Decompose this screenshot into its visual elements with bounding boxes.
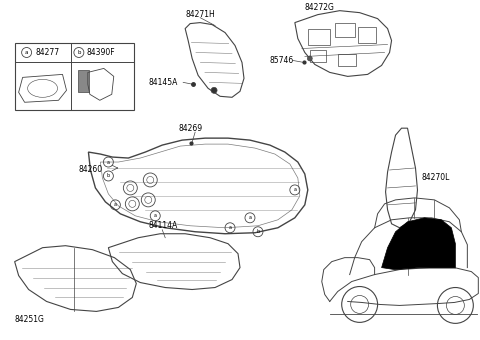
Text: a: a <box>107 159 110 165</box>
Text: b: b <box>256 229 260 234</box>
Bar <box>310 51 326 63</box>
Text: 84269: 84269 <box>178 124 202 133</box>
Text: a: a <box>25 50 28 55</box>
Text: 85746: 85746 <box>270 56 294 65</box>
Bar <box>308 29 330 45</box>
Bar <box>358 27 376 42</box>
Text: 84114A: 84114A <box>148 221 178 230</box>
Text: 84390F: 84390F <box>87 48 116 57</box>
Text: 84271H: 84271H <box>185 10 215 19</box>
Text: 84277: 84277 <box>36 48 60 57</box>
Text: 84270L: 84270L <box>421 173 450 183</box>
Text: 84260: 84260 <box>78 166 103 174</box>
Text: 84145A: 84145A <box>148 78 178 87</box>
Text: 84272G: 84272G <box>305 3 335 12</box>
Text: b: b <box>77 50 81 55</box>
Text: a: a <box>293 187 296 192</box>
Bar <box>15 42 134 110</box>
Bar <box>78 70 89 92</box>
Bar <box>335 22 355 36</box>
Bar <box>338 54 356 66</box>
Text: b: b <box>107 173 110 178</box>
Text: a: a <box>228 225 231 230</box>
Circle shape <box>307 56 312 61</box>
Text: 84251G: 84251G <box>15 315 45 324</box>
Circle shape <box>211 87 217 93</box>
Text: a: a <box>114 202 117 207</box>
Text: a: a <box>249 215 252 220</box>
Polygon shape <box>382 218 456 270</box>
Text: a: a <box>154 213 157 218</box>
